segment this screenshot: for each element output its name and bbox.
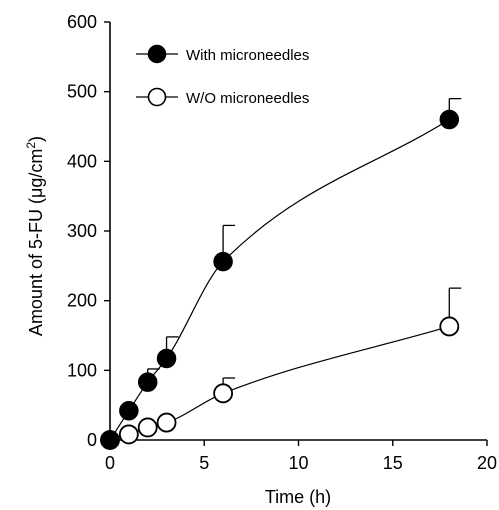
data-point [100,430,120,450]
y-tick-label: 0 [87,430,97,450]
x-tick-label: 20 [477,453,497,473]
y-axis-label: Amount of 5-FU (μg/cm2) [24,136,46,336]
y-tick-label: 300 [67,221,97,241]
y-tick-label: 100 [67,360,97,380]
y-axis-label-close: ) [26,136,46,142]
y-axis-label-sup: 2 [24,142,38,149]
series-with-microneedles [100,97,462,450]
x-tick-label: 5 [199,453,209,473]
legend-item-with-microneedles: With microneedles [136,44,309,64]
data-point [156,412,177,433]
y-tick-label: 200 [67,291,97,311]
data-point [119,400,139,421]
x-ticks: 0 5 10 15 20 [105,440,497,473]
legend-marker-with-microneedles [147,44,167,64]
y-ticks: 0 100 200 300 400 500 600 [67,12,110,450]
data-point [137,417,158,438]
legend-marker-wo-microneedles [147,87,167,107]
series-line [109,119,450,441]
legend-label-with-microneedles: With microneedles [186,47,309,64]
data-point [137,372,158,392]
legend-label-wo-microneedles: W/O microneedles [186,90,309,107]
x-axis-label: Time (h) [265,487,331,507]
data-point [213,251,233,272]
legend-item-wo-microneedles: W/O microneedles [136,87,309,107]
plot-area [109,22,487,441]
y-tick-label: 400 [67,151,97,171]
series-layer [100,97,462,450]
data-point [118,424,139,445]
legend: With microneedles W/O microneedles [136,44,309,107]
y-axis-label-main: Amount of 5-FU ( [26,198,46,336]
data-point [439,316,460,337]
y-tick-label: 500 [67,82,97,102]
data-point [439,109,460,130]
x-tick-label: 15 [383,453,403,473]
x-tick-label: 0 [105,453,115,473]
data-point [213,383,234,404]
data-point [156,348,177,369]
y-tick-label: 600 [67,12,97,32]
x-tick-label: 10 [288,453,308,473]
y-axis-label-unit: μg/cm [26,149,46,198]
